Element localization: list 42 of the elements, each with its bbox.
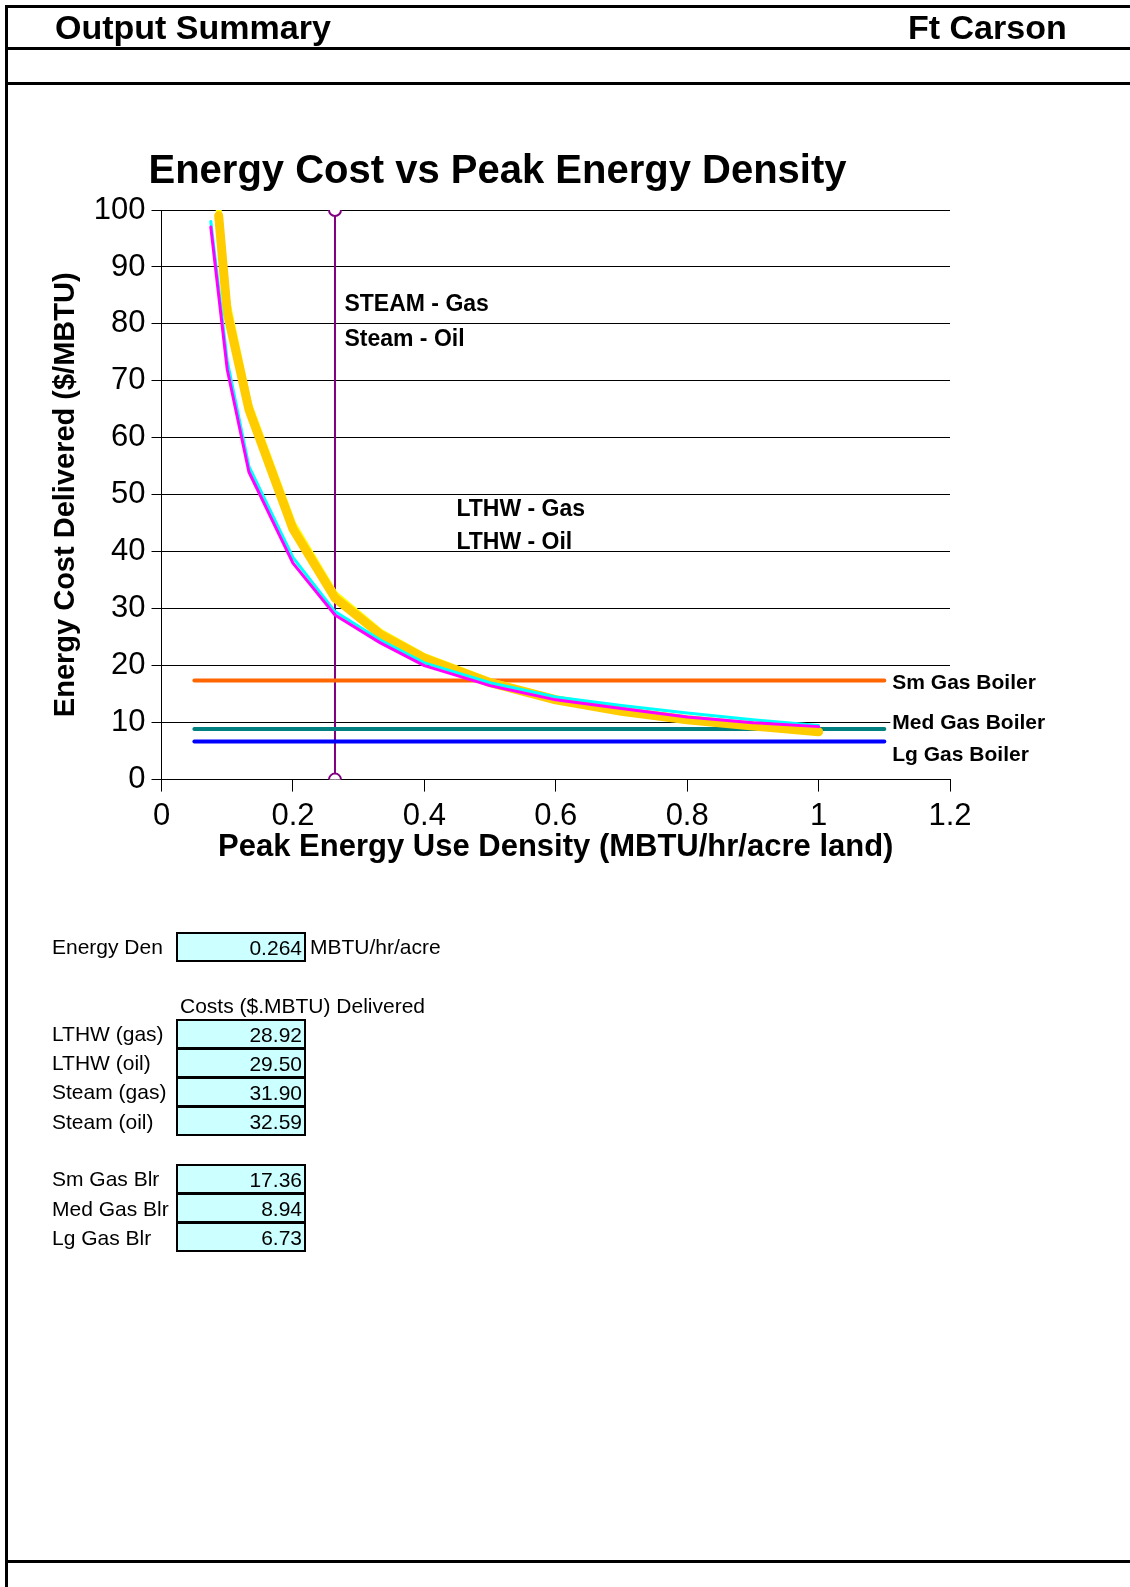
y-tick-label: 90	[111, 247, 146, 283]
series-label: Med Gas Boiler	[892, 709, 1046, 733]
y-tick-label: 20	[111, 646, 146, 682]
chart-title: Energy Cost vs Peak Energy Density	[148, 147, 848, 192]
y-tick-label: 70	[111, 361, 146, 397]
y-tick-label: 40	[111, 532, 146, 568]
text: 0.264	[176, 932, 306, 962]
x-tick-label: 1.2	[928, 796, 972, 832]
text: Costs ($.MBTU) Delivered	[180, 994, 426, 1018]
x-tick-label: 0	[152, 796, 171, 832]
series-label: Lg Gas Boiler	[892, 742, 1029, 766]
annotation: Steam - Oil	[344, 325, 465, 352]
text: 6.73	[176, 1222, 306, 1252]
text: 29.50	[176, 1048, 306, 1078]
y-tick-label: 30	[111, 589, 146, 625]
text: Lg Gas Blr	[52, 1226, 152, 1250]
annotation: LTHW - Gas	[456, 495, 586, 522]
y-tick-label: 60	[111, 418, 146, 454]
annotation: STEAM - Gas	[344, 290, 489, 317]
text: 17.36	[176, 1164, 306, 1194]
text: Steam (oil)	[52, 1110, 154, 1134]
text: 8.94	[176, 1193, 306, 1223]
y-tick-label: 80	[111, 304, 146, 340]
text: Energy Den	[52, 935, 163, 959]
y-tick-label: 10	[111, 703, 146, 739]
text: 32.59	[176, 1106, 306, 1136]
text: Sm Gas Blr	[52, 1167, 160, 1191]
annotation: LTHW - Oil	[456, 527, 573, 554]
text: MBTU/hr/acre	[310, 935, 441, 959]
text: 31.90	[176, 1077, 306, 1107]
y-axis-title: Energy Cost Delivered ($/MBTU)	[48, 272, 81, 718]
text: Ft Carson	[908, 8, 1067, 47]
text: LTHW (gas)	[52, 1022, 164, 1046]
series-label: Sm Gas Boiler	[892, 670, 1036, 694]
y-tick-label: 100	[93, 190, 146, 226]
text: LTHW (oil)	[52, 1051, 151, 1075]
text: 28.92	[176, 1019, 306, 1049]
text: Output Summary	[55, 8, 331, 47]
text: Steam (gas)	[52, 1080, 167, 1104]
y-tick-label: 50	[111, 475, 146, 511]
y-tick-label: 0	[128, 760, 146, 796]
text: Med Gas Blr	[52, 1197, 169, 1221]
